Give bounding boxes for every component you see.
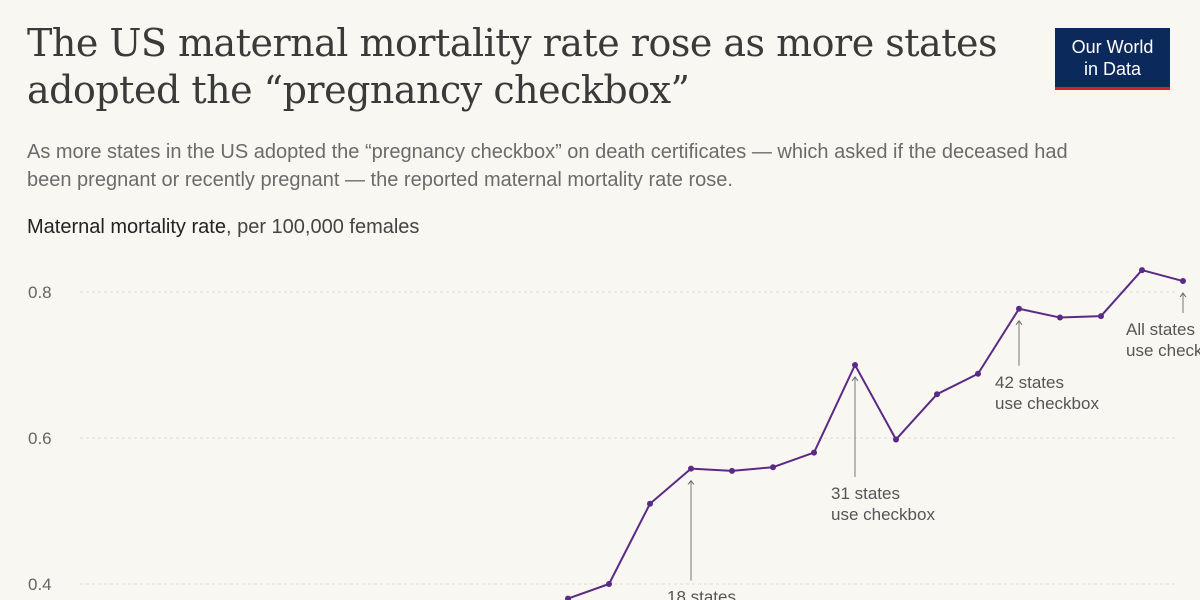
data-point-7[interactable] [852, 362, 858, 368]
y-tick-label-0: 0.4 [28, 575, 52, 594]
data-point-6[interactable] [811, 449, 817, 456]
data-point-11[interactable] [1016, 305, 1022, 312]
data-point-10[interactable] [975, 370, 981, 377]
y-tick-label-1: 0.6 [28, 429, 52, 448]
data-point-8[interactable] [893, 436, 899, 443]
annotation-label-2-line2: use checkbox [995, 394, 1099, 413]
data-point-13[interactable] [1098, 313, 1104, 320]
data-point-0[interactable] [565, 595, 571, 600]
chart-title: The US maternal mortality rate rose as m… [27, 21, 997, 112]
data-point-2[interactable] [647, 500, 653, 507]
y-axis-title-bold: Maternal mortality rate [27, 216, 226, 238]
annotation-label-1-line2: use checkbox [831, 505, 935, 524]
owid-logo[interactable]: Our World in Data [1055, 28, 1170, 90]
annotation-label-3-line1: All states [1126, 320, 1195, 339]
y-tick-label-2: 0.8 [28, 283, 52, 302]
data-point-12[interactable] [1057, 314, 1063, 321]
data-point-14[interactable] [1139, 267, 1145, 274]
data-point-9[interactable] [934, 391, 940, 398]
annotation-label-3-line2: use checkbox [1126, 341, 1200, 360]
annotation-label-0-line1: 18 states [667, 588, 736, 600]
y-axis-title-unit: , per 100,000 females [225, 216, 420, 238]
logo-line-1: Our World [1071, 37, 1154, 57]
chart-subtitle: As more states in the US adopted the “pr… [27, 141, 1068, 191]
data-point-15[interactable] [1180, 278, 1186, 285]
data-point-1[interactable] [606, 581, 612, 587]
data-point-3[interactable] [688, 465, 694, 472]
series-line [567, 269, 1184, 600]
y-axis-title: Maternal mortality rate, per 100,000 fem… [27, 216, 419, 239]
annotation-label-2-line1: 42 states [995, 373, 1064, 392]
data-point-5[interactable] [770, 464, 776, 471]
data-point-4[interactable] [729, 467, 735, 474]
logo-line-2: in Data [1083, 59, 1142, 79]
annotation-label-1-line1: 31 states [831, 484, 900, 503]
